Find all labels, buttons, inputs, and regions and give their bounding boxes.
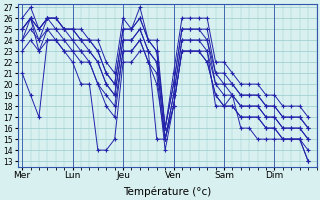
X-axis label: Température (°c): Température (°c) [123,186,212,197]
